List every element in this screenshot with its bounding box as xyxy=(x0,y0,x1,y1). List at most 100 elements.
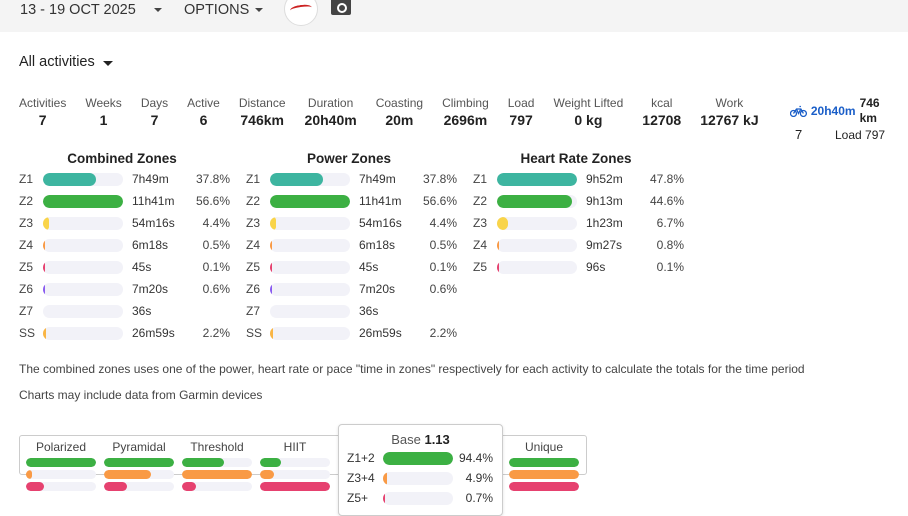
date-range-selector[interactable]: 13 - 19 OCT 2025 xyxy=(20,0,162,20)
zone-time: 36s xyxy=(359,304,379,318)
zone-row: Z3 54m16s 4.4% xyxy=(19,212,230,234)
zone-label: Z2 xyxy=(473,194,488,208)
zone-time: 9h13m xyxy=(586,194,623,208)
camera-icon[interactable] xyxy=(331,0,351,15)
zone-bar xyxy=(43,282,123,296)
stat-weeks: Weeks 1 xyxy=(85,96,121,129)
model-bar-fill xyxy=(26,458,96,467)
sport-distance: 746 km xyxy=(859,96,880,125)
model-name: Threshold xyxy=(190,440,244,454)
tooltip-row-label: Z3+4 xyxy=(347,471,375,485)
zone-time: 45s xyxy=(132,260,152,274)
stat-value: 0 kg xyxy=(574,112,603,128)
distribution-model-pyramidal[interactable]: Pyramidal xyxy=(104,440,174,494)
zone-label: Z3 xyxy=(19,216,34,230)
power-zones-panel: Power Zones Z1 7h49m 37.8% Z2 11h41m 56.6% Z3 5… xyxy=(246,150,457,344)
zone-label: Z4 xyxy=(473,238,488,252)
distribution-model-unique[interactable]: Unique xyxy=(509,440,579,494)
summary-stats: Activities 7 Weeks 1 Days 7 Active 6 Distance 746… xyxy=(19,96,778,129)
zone-label: Z5 xyxy=(19,260,34,274)
tooltip-row-percent: 94.4% xyxy=(458,451,493,465)
zone-row: Z1 7h49m 37.8% xyxy=(246,168,457,190)
zone-percent: 0.1% xyxy=(429,260,457,274)
model-bar-fill xyxy=(26,470,32,479)
zone-bar xyxy=(497,194,577,208)
zone-percent: 0.1% xyxy=(656,260,684,274)
zone-percent: 47.8% xyxy=(649,172,684,186)
zone-bar xyxy=(43,304,123,318)
model-bar-low xyxy=(26,458,96,467)
stat-coasting: Coasting 20m xyxy=(376,96,423,129)
zone-bar xyxy=(497,238,577,252)
zone-bar xyxy=(43,238,123,252)
athlete-avatar-logo-icon[interactable] xyxy=(284,0,318,26)
zone-label: Z5 xyxy=(473,260,488,274)
zone-bar xyxy=(270,326,350,340)
stat-active: Active 6 xyxy=(187,96,220,129)
zone-row: Z2 9h13m 44.6% xyxy=(473,190,684,212)
zone-bar-fill xyxy=(497,260,499,274)
zone-time: 9h52m xyxy=(586,172,623,186)
zone-bar xyxy=(270,260,350,274)
stat-label: Weeks xyxy=(85,96,122,110)
zone-row: Z4 9m27s 0.8% xyxy=(473,234,684,256)
sport-duration[interactable]: 20h40m xyxy=(810,103,856,118)
zone-bar xyxy=(270,304,350,318)
zone-time: 6m18s xyxy=(359,238,396,252)
model-bar-high xyxy=(260,482,330,491)
bike-icon xyxy=(790,105,807,117)
zone-percent: 37.8% xyxy=(422,172,457,186)
model-bar-mid xyxy=(509,470,579,479)
zone-bar xyxy=(43,194,123,208)
model-bar-mid xyxy=(182,470,252,479)
zone-time: 26m59s xyxy=(132,326,175,340)
model-bar-low xyxy=(104,458,174,467)
stat-label: Active xyxy=(187,96,220,110)
model-bar-fill xyxy=(509,458,579,467)
zone-bar xyxy=(270,238,350,252)
model-bar-fill xyxy=(182,482,196,491)
zone-label: Z3 xyxy=(246,216,261,230)
zone-label: Z7 xyxy=(246,304,261,318)
zone-bar xyxy=(43,326,123,340)
stat-value: 1 xyxy=(99,112,108,128)
zone-label: SS xyxy=(246,326,263,340)
zone-time: 7m20s xyxy=(359,282,396,296)
stat-label: Work xyxy=(715,96,744,110)
zone-percent: 44.6% xyxy=(649,194,684,208)
zone-percent: 4.4% xyxy=(202,216,230,230)
zone-bar xyxy=(43,172,123,186)
garmin-note: Charts may include data from Garmin devi… xyxy=(19,388,263,402)
model-bar-mid xyxy=(104,470,174,479)
chevron-down-icon xyxy=(153,8,162,12)
tooltip-row-bar-fill xyxy=(383,451,453,465)
model-bar-high xyxy=(104,482,174,491)
model-bar-fill xyxy=(104,458,174,467)
distribution-model-hiit[interactable]: HIIT xyxy=(260,440,330,494)
distribution-model-threshold[interactable]: Threshold xyxy=(182,440,252,494)
zone-percent: 2.2% xyxy=(202,326,230,340)
zone-time: 7m20s xyxy=(132,282,169,296)
zone-label: Z1 xyxy=(473,172,488,186)
model-bar-fill xyxy=(182,458,224,467)
options-menu-button[interactable]: OPTIONS xyxy=(184,0,264,20)
zone-label: Z2 xyxy=(246,194,261,208)
zone-label: Z5 xyxy=(246,260,261,274)
zone-time: 96s xyxy=(586,260,606,274)
zone-row: Z7 36s xyxy=(19,300,230,322)
stat-label: Weight Lifted xyxy=(553,96,624,110)
model-bar-fill xyxy=(260,470,274,479)
power-zones-title: Power Zones xyxy=(306,151,392,166)
zone-row: Z4 6m18s 0.5% xyxy=(246,234,457,256)
distribution-model-polarized[interactable]: Polarized xyxy=(26,440,96,494)
model-bar-fill xyxy=(260,482,330,491)
tooltip-row-bar-fill xyxy=(383,491,385,505)
zone-percent: 0.5% xyxy=(202,238,230,252)
zone-percent: 0.1% xyxy=(202,260,230,274)
zone-label: Z3 xyxy=(473,216,488,230)
model-bar-low xyxy=(509,458,579,467)
zone-label: Z4 xyxy=(246,238,261,252)
activity-filter-dropdown[interactable]: All activities xyxy=(19,54,113,70)
stat-value: 7 xyxy=(150,112,159,128)
zone-time: 7h49m xyxy=(132,172,169,186)
